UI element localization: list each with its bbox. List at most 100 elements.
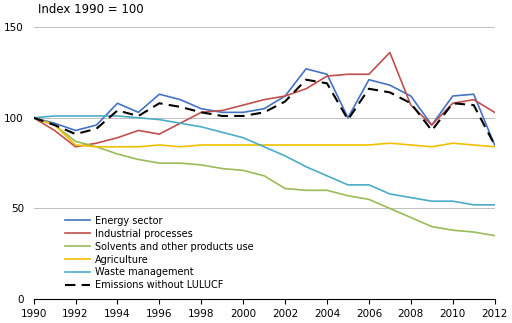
Solvents and other products use (177, 161, 183, 165)
Agriculture (450, 141, 456, 145)
Emissions without LULUCF (366, 87, 372, 91)
Agriculture (156, 143, 162, 147)
Waste management (135, 116, 141, 120)
Waste management (324, 174, 330, 178)
Solvents and other products use (240, 168, 246, 172)
Agriculture (366, 143, 372, 147)
Industrial processes (303, 87, 309, 91)
Industrial processes (135, 129, 141, 132)
Energy sector (366, 78, 372, 82)
Emissions without LULUCF (324, 81, 330, 85)
Agriculture (52, 123, 58, 127)
Energy sector (303, 67, 309, 71)
Line: Energy sector: Energy sector (34, 69, 495, 145)
Energy sector (198, 107, 204, 111)
Solvents and other products use (73, 140, 79, 143)
Agriculture (93, 145, 99, 149)
Energy sector (177, 98, 183, 102)
Energy sector (345, 116, 351, 120)
Industrial processes (198, 110, 204, 114)
Industrial processes (492, 110, 498, 114)
Waste management (471, 203, 477, 207)
Solvents and other products use (93, 145, 99, 149)
Emissions without LULUCF (73, 132, 79, 136)
Agriculture (429, 145, 435, 149)
Emissions without LULUCF (135, 114, 141, 118)
Energy sector (492, 143, 498, 147)
Emissions without LULUCF (114, 109, 120, 112)
Waste management (156, 118, 162, 121)
Waste management (492, 203, 498, 207)
Emissions without LULUCF (387, 90, 393, 94)
Agriculture (219, 143, 225, 147)
Agriculture (324, 143, 330, 147)
Solvents and other products use (492, 234, 498, 238)
Emissions without LULUCF (471, 103, 477, 107)
Energy sector (114, 101, 120, 105)
Solvents and other products use (387, 206, 393, 210)
Energy sector (450, 94, 456, 98)
Agriculture (177, 145, 183, 149)
Solvents and other products use (366, 197, 372, 201)
Waste management (93, 114, 99, 118)
Waste management (177, 121, 183, 125)
Emissions without LULUCF (492, 143, 498, 147)
Industrial processes (345, 72, 351, 76)
Energy sector (52, 121, 58, 125)
Agriculture (408, 143, 414, 147)
Waste management (219, 130, 225, 134)
Industrial processes (471, 98, 477, 102)
Agriculture (345, 143, 351, 147)
Energy sector (31, 116, 37, 120)
Energy sector (408, 94, 414, 98)
Industrial processes (387, 51, 393, 55)
Emissions without LULUCF (52, 123, 58, 127)
Agriculture (471, 143, 477, 147)
Waste management (52, 114, 58, 118)
Energy sector (261, 107, 267, 111)
Solvents and other products use (450, 228, 456, 232)
Waste management (31, 116, 37, 120)
Energy sector (156, 92, 162, 96)
Energy sector (135, 110, 141, 114)
Industrial processes (31, 116, 37, 120)
Waste management (387, 192, 393, 196)
Energy sector (324, 72, 330, 76)
Line: Emissions without LULUCF: Emissions without LULUCF (34, 80, 495, 145)
Waste management (198, 125, 204, 129)
Industrial processes (73, 145, 79, 149)
Industrial processes (93, 141, 99, 145)
Agriculture (73, 143, 79, 147)
Agriculture (492, 145, 498, 149)
Solvents and other products use (198, 163, 204, 167)
Solvents and other products use (219, 167, 225, 171)
Emissions without LULUCF (429, 129, 435, 132)
Solvents and other products use (31, 116, 37, 120)
Agriculture (114, 145, 120, 149)
Emissions without LULUCF (31, 116, 37, 120)
Waste management (240, 136, 246, 140)
Agriculture (387, 141, 393, 145)
Industrial processes (177, 121, 183, 125)
Industrial processes (366, 72, 372, 76)
Waste management (261, 145, 267, 149)
Waste management (429, 199, 435, 203)
Waste management (408, 196, 414, 200)
Emissions without LULUCF (345, 118, 351, 121)
Solvents and other products use (303, 188, 309, 192)
Waste management (303, 165, 309, 169)
Solvents and other products use (324, 188, 330, 192)
Solvents and other products use (345, 194, 351, 198)
Waste management (114, 114, 120, 118)
Industrial processes (324, 74, 330, 78)
Energy sector (219, 110, 225, 114)
Emissions without LULUCF (408, 101, 414, 105)
Waste management (73, 114, 79, 118)
Emissions without LULUCF (303, 78, 309, 82)
Solvents and other products use (408, 215, 414, 219)
Industrial processes (52, 129, 58, 132)
Energy sector (93, 123, 99, 127)
Industrial processes (282, 94, 288, 98)
Line: Waste management: Waste management (34, 116, 495, 205)
Emissions without LULUCF (177, 105, 183, 109)
